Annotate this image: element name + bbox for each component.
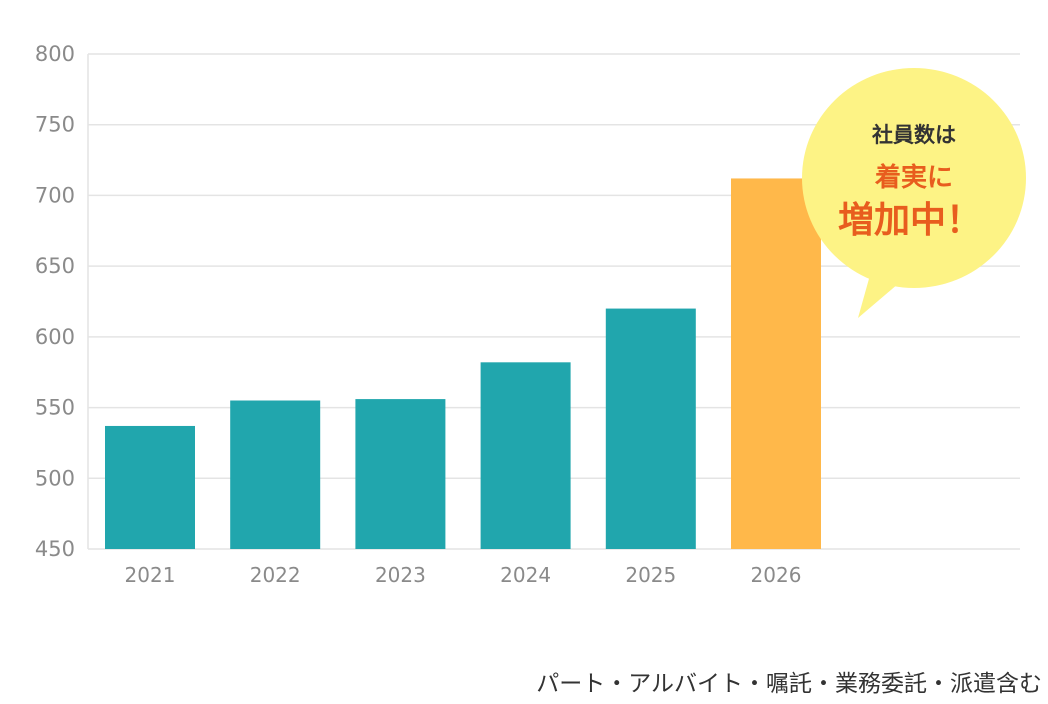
- y-tick-label: 750: [35, 113, 75, 137]
- callout-line2: 着実に: [874, 162, 953, 193]
- y-tick-label: 650: [35, 254, 75, 278]
- y-tick-label: 450: [35, 537, 75, 561]
- bar-2022: [230, 400, 321, 549]
- x-tick-label: 2021: [125, 563, 176, 587]
- x-axis-ticks: 2021 2022 2023 2024 2025 2026: [125, 563, 802, 587]
- bar-2023: [355, 399, 446, 549]
- bars: [105, 178, 821, 549]
- x-tick-label: 2023: [375, 563, 426, 587]
- x-tick-label: 2024: [500, 563, 551, 587]
- y-tick-label: 500: [35, 466, 75, 490]
- bar-2021: [105, 425, 195, 549]
- callout-circle: [802, 68, 1026, 288]
- bar-2026: [731, 178, 821, 549]
- y-axis-ticks: 450 500 550 600 650 700 750 800: [35, 42, 75, 561]
- bar-2024: [480, 362, 571, 549]
- callout-line3: 増加中！: [838, 200, 982, 241]
- y-tick-label: 700: [35, 183, 75, 207]
- bar-2025: [605, 308, 696, 549]
- x-tick-label: 2026: [751, 563, 802, 587]
- y-tick-label: 550: [35, 396, 75, 420]
- x-tick-label: 2022: [250, 563, 301, 587]
- chart-footnote: パート・アルバイト・嘱託・業務委託・派遣含む: [536, 671, 1042, 697]
- x-tick-label: 2025: [625, 563, 676, 587]
- y-tick-label: 600: [35, 325, 75, 349]
- callout-bubble: 社員数は 着実に 増加中！: [802, 68, 1026, 318]
- callout-line1: 社員数は: [871, 123, 956, 147]
- y-tick-label: 800: [35, 42, 75, 66]
